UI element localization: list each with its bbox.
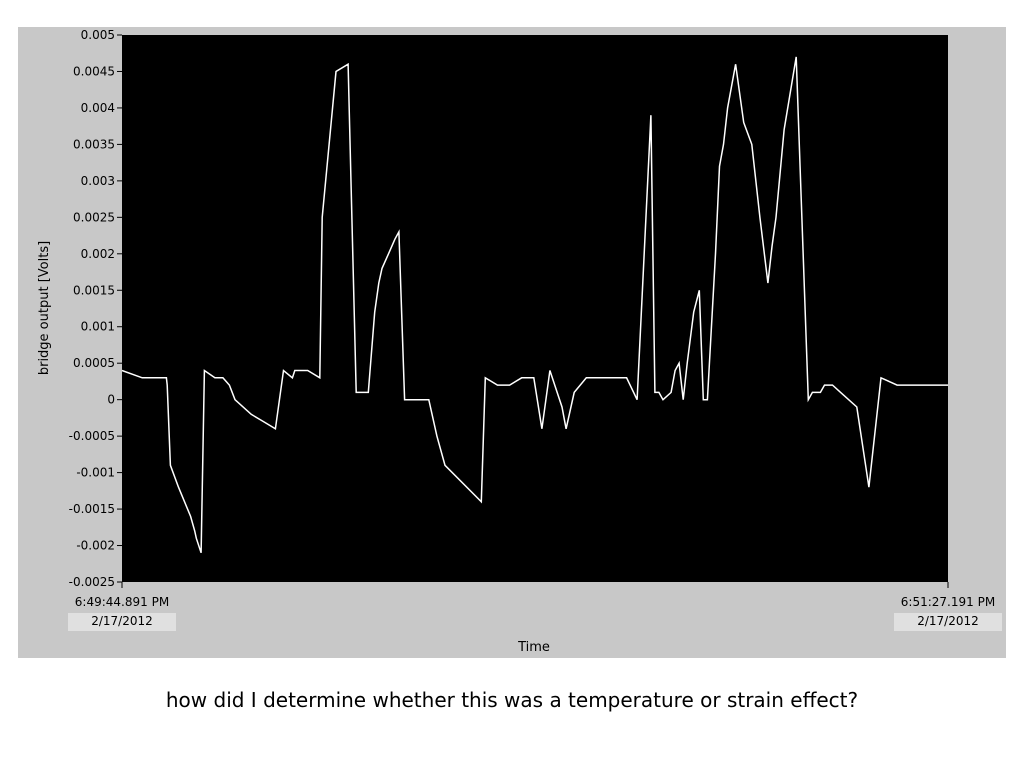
- x-label-date-box: [68, 613, 176, 631]
- series-line: [121, 56, 948, 554]
- y-tick-label: 0.001: [81, 320, 115, 334]
- y-tick-label: -0.0005: [69, 429, 115, 443]
- y-tick-label: 0: [107, 393, 115, 407]
- y-tick-label: 0.005: [81, 28, 115, 42]
- x-tick-label-date: 2/17/2012: [917, 614, 979, 628]
- y-tick-label: 0.0005: [73, 356, 115, 370]
- y-tick-label: 0.003: [81, 174, 115, 188]
- y-tick-label: 0.004: [81, 101, 115, 115]
- x-tick-label-time: 6:51:27.191 PM: [901, 595, 995, 609]
- plot-area: [122, 35, 948, 582]
- x-axis: 6:49:44.891 PM 2/17/2012 6:51:27.191 PM 2/1…: [68, 582, 1002, 631]
- x-tick-label-date: 2/17/2012: [91, 614, 153, 628]
- y-axis: -0.0025 -0.002 -0.0015 -0.001 -0.0005 0 0.0005…: [69, 28, 122, 589]
- y-tick-label: -0.002: [76, 539, 115, 553]
- y-tick-label: -0.0015: [69, 502, 115, 516]
- chart-panel: -0.0025 -0.002 -0.0015 -0.001 -0.0005 0 0.0005…: [18, 27, 1006, 658]
- x-label-date-box: [894, 613, 1002, 631]
- y-tick-label: 0.0025: [73, 210, 115, 224]
- y-tick-label: 0.0035: [73, 137, 115, 151]
- line-chart: -0.0025 -0.002 -0.0015 -0.001 -0.0005 0 0.0005…: [37, 28, 1002, 655]
- x-axis-title: Time: [517, 640, 550, 655]
- y-tick-label: -0.001: [76, 466, 115, 480]
- x-tick-label-time: 6:49:44.891 PM: [75, 595, 169, 609]
- y-tick-label: -0.0025: [69, 575, 115, 589]
- y-tick-label: 0.0015: [73, 283, 115, 297]
- y-tick-label: 0.002: [81, 247, 115, 261]
- slide-caption: how did I determine whether this was a t…: [165, 688, 859, 712]
- y-tick-label: 0.0045: [73, 64, 115, 78]
- y-axis-title: bridge output [Volts]: [37, 241, 52, 375]
